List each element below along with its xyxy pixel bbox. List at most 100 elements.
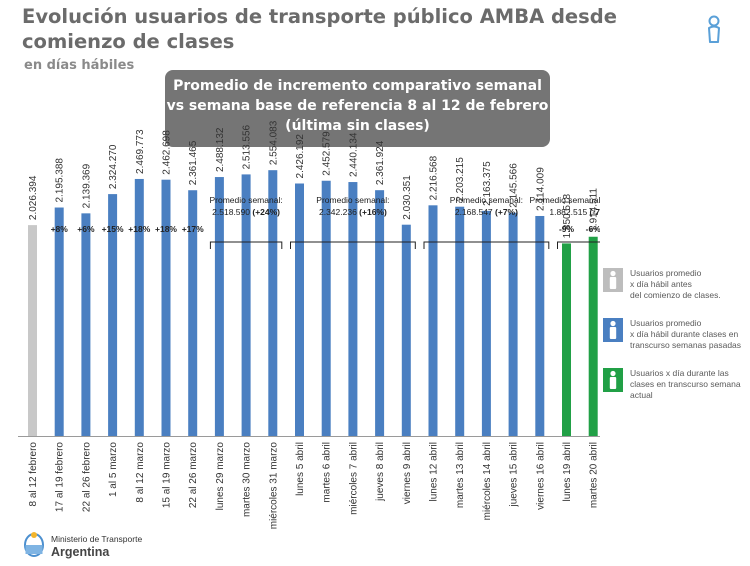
value-label-20: 2.114.009 <box>535 167 546 211</box>
value-label-11: 2.426.192 <box>295 134 306 179</box>
category-label-14: jueves 8 abril <box>375 442 386 502</box>
category-label-21: lunes 19 abril <box>562 442 573 501</box>
week-avg-label-3: Promedio semanal: <box>450 195 523 205</box>
value-label-6: 2.462.698 <box>162 130 173 175</box>
category-label-9: martes 30 marzo <box>242 442 253 517</box>
category-label-17: martes 13 abril <box>455 442 466 508</box>
bar-1 <box>28 225 37 436</box>
value-label-14: 2.361.924 <box>375 140 386 185</box>
value-label-21: 1.850.518 <box>562 193 573 238</box>
bar-3 <box>81 213 91 436</box>
banner-line-3: (última sin clases) <box>285 118 430 134</box>
category-label-6: 15 al 19 marzo <box>162 442 173 509</box>
week-avg-label-2: Promedio semanal: <box>316 195 389 205</box>
page-subtitle: en días hábiles <box>24 58 135 73</box>
bar-19 <box>508 212 518 436</box>
bar-17 <box>455 206 465 436</box>
value-label-8: 2.488.132 <box>215 127 226 172</box>
bar-4 <box>108 194 118 436</box>
value-label-10: 2.554.083 <box>268 120 279 165</box>
category-label-4: 1 al 5 marzo <box>108 442 119 497</box>
value-label-16: 2.216.568 <box>429 155 440 200</box>
category-label-12: martes 6 abril <box>322 442 333 503</box>
banner-line-2: vs semana base de referencia 8 al 12 de … <box>166 98 549 114</box>
bar-5 <box>134 178 144 436</box>
pct-label-1: +8% <box>51 224 69 234</box>
bar-chart: 2.026.394 8 al 12 febrero 2.195.388 17 al 1… <box>18 120 600 530</box>
week-bracket-3 <box>423 241 550 249</box>
person-icon-blue <box>603 318 623 342</box>
bar-2 <box>54 207 64 436</box>
week-avg-value-3: 2.168.547 (+7%) <box>455 207 518 217</box>
week-avg-label-4: Promedio semanal parcial: <box>530 195 600 205</box>
value-label-5: 2.469.773 <box>135 129 146 174</box>
bar-18 <box>481 210 491 436</box>
legend-text-weekly: Usuarios promedio x día hábil durante cl… <box>630 318 742 350</box>
category-label-10: miércoles 31 marzo <box>268 442 279 530</box>
week-avg-value-1: 2.518.590 (+24%) <box>212 207 280 217</box>
bar-16 <box>428 205 438 436</box>
argentina-seal-icon <box>24 532 44 557</box>
category-label-5: 8 al 12 marzo <box>135 442 146 503</box>
person-icon-gray <box>603 268 623 292</box>
pct-label-3: +15% <box>102 224 124 234</box>
category-label-20: viernes 16 abril <box>535 442 546 510</box>
week-bracket-2 <box>290 241 416 249</box>
value-label-7: 2.361.465 <box>188 140 199 185</box>
bar-13 <box>348 182 358 436</box>
category-label-1: 8 al 12 febrero <box>28 442 39 507</box>
bar-12 <box>321 180 331 436</box>
week-bracket-4 <box>557 241 600 249</box>
pct-label-4: +18% <box>128 224 150 234</box>
category-label-15: viernes 9 abril <box>402 442 413 504</box>
pct-label-6: +17% <box>182 224 204 234</box>
pct-label-7: -9% <box>559 224 575 234</box>
country-name: Argentina <box>51 545 110 559</box>
category-label-13: miércoles 7 abril <box>348 442 359 515</box>
value-label-1: 2.026.394 <box>28 175 39 220</box>
pct-label-2: +6% <box>77 224 95 234</box>
category-label-8: lunes 29 marzo <box>215 442 226 511</box>
person-logo-icon <box>708 15 720 43</box>
value-label-19: 2.145.566 <box>509 163 520 208</box>
category-label-7: 22 al 26 marzo <box>188 442 199 509</box>
category-label-22: martes 20 abril <box>589 442 600 508</box>
value-label-2: 2.195.388 <box>55 158 66 203</box>
value-label-18: 2.163.375 <box>482 161 493 206</box>
bar-6 <box>161 179 171 436</box>
value-label-13: 2.440.134 <box>348 132 359 177</box>
week-avg-value-4: 1.882.515 (-7%) <box>549 207 600 217</box>
bar-11 <box>295 183 304 436</box>
category-label-16: lunes 12 abril <box>429 442 440 501</box>
bar-14 <box>375 190 385 436</box>
bar-7 <box>188 190 198 436</box>
pct-label-8: -6% <box>586 224 600 234</box>
ministry-name: Ministerio de Transporte <box>51 534 143 544</box>
bar-22 <box>588 236 598 436</box>
legend-text-base: Usuarios promedio x día hábil antes del … <box>630 268 721 300</box>
value-label-9: 2.513.556 <box>242 124 253 169</box>
week-bracket-1 <box>209 241 283 249</box>
category-label-2: 17 al 19 febrero <box>55 442 66 512</box>
week-avg-value-2: 2.342.236 (+16%) <box>319 207 387 217</box>
category-label-19: jueves 15 abril <box>509 442 520 507</box>
value-label-15: 2.030.351 <box>402 175 413 220</box>
bar-15 <box>401 224 411 436</box>
person-icon-green <box>603 368 623 392</box>
category-label-18: miércoles 14 abril <box>482 442 493 520</box>
pct-label-5: +18% <box>155 224 177 234</box>
bar-20 <box>535 215 545 436</box>
category-label-3: 22 al 26 febrero <box>81 442 92 512</box>
category-label-11: lunes 5 abril <box>295 442 306 496</box>
value-label-4: 2.324.270 <box>108 144 119 189</box>
page-title: Evolución usuarios de transporte público… <box>22 5 617 53</box>
value-label-12: 2.452.579 <box>322 131 333 176</box>
banner-line-1: Promedio de incremento comparativo seman… <box>173 78 542 94</box>
bar-8 <box>214 177 224 436</box>
legend-text-current: Usuarios x día durante las clases en tra… <box>630 368 741 400</box>
bar-21 <box>562 243 571 436</box>
value-label-22: 1.914.511 <box>589 188 600 232</box>
week-avg-label-1: Promedio semanal: <box>209 195 282 205</box>
bar-10 <box>268 170 278 437</box>
reference-banner: Promedio de incremento comparativo seman… <box>165 70 550 147</box>
